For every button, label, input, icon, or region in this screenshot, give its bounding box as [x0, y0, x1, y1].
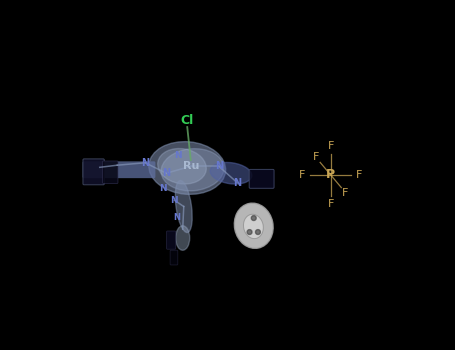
Text: N: N — [215, 161, 223, 171]
Ellipse shape — [176, 226, 190, 250]
Circle shape — [247, 230, 252, 235]
Ellipse shape — [158, 148, 206, 184]
FancyBboxPatch shape — [83, 161, 156, 178]
Ellipse shape — [149, 142, 226, 194]
Text: N: N — [171, 196, 178, 205]
FancyBboxPatch shape — [249, 169, 274, 188]
Text: N: N — [233, 178, 241, 188]
Text: Ru: Ru — [182, 161, 199, 171]
Text: N: N — [141, 158, 149, 168]
Text: F: F — [342, 188, 349, 197]
FancyBboxPatch shape — [167, 231, 176, 249]
Text: P: P — [326, 168, 335, 182]
Text: N: N — [173, 213, 180, 222]
Circle shape — [251, 216, 256, 220]
Circle shape — [256, 230, 260, 235]
FancyBboxPatch shape — [83, 159, 104, 185]
Text: F: F — [328, 141, 334, 151]
Ellipse shape — [161, 149, 224, 191]
Text: F: F — [313, 153, 319, 162]
Text: Cl: Cl — [181, 114, 194, 127]
Text: F: F — [328, 199, 334, 209]
Ellipse shape — [210, 162, 252, 184]
Text: F: F — [299, 170, 305, 180]
FancyBboxPatch shape — [170, 250, 178, 265]
Ellipse shape — [175, 181, 192, 232]
Ellipse shape — [243, 214, 263, 239]
Ellipse shape — [234, 203, 273, 248]
Text: N: N — [162, 168, 170, 178]
FancyBboxPatch shape — [102, 161, 118, 183]
Text: F: F — [356, 170, 363, 180]
Text: N: N — [159, 184, 167, 193]
Text: N: N — [174, 151, 182, 160]
